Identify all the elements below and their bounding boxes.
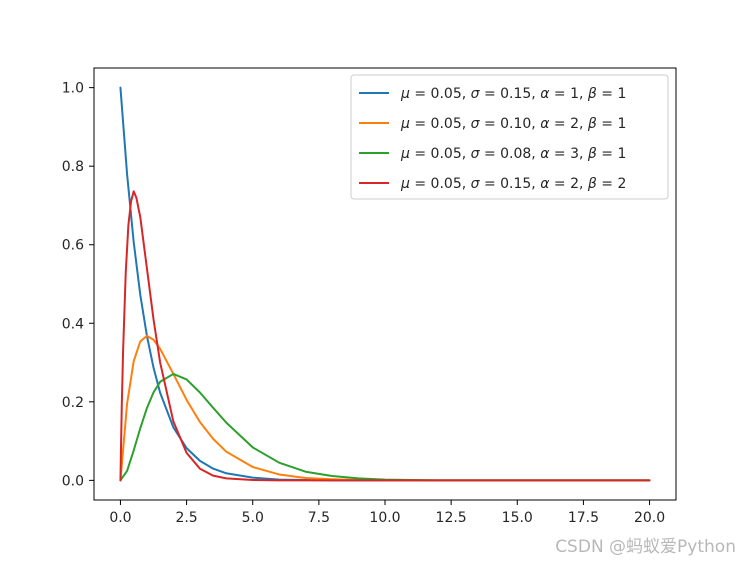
- x-axis: 0.0 2.5 5.0 7.5 10.0 12.5 15.0 17.5 20.0: [109, 500, 665, 526]
- y-tick-label: 0.4: [62, 316, 84, 332]
- x-tick-label: 20.0: [634, 510, 665, 526]
- series-line-4: [119, 190, 651, 482]
- y-tick-label: 0.6: [62, 238, 84, 254]
- y-tick-label: 0.8: [62, 159, 84, 175]
- legend: μ = 0.05, σ = 0.15, α = 1, β = 1 μ = 0.05…: [350, 74, 669, 200]
- x-tick-label: 0.0: [109, 510, 131, 526]
- plot-lines: [119, 86, 651, 482]
- y-axis: 0.0 0.2 0.4 0.6 0.8 1.0: [62, 81, 94, 489]
- x-tick-label: 12.5: [436, 510, 467, 526]
- x-tick-label: 10.0: [369, 510, 400, 526]
- legend-label-3: μ = 0.05, σ = 0.08, α = 3, β = 1: [400, 146, 626, 162]
- y-tick-label: 1.0: [62, 81, 84, 97]
- x-tick-label: 2.5: [175, 510, 197, 526]
- y-tick-label: 0.2: [62, 395, 84, 411]
- x-tick-label: 15.0: [502, 510, 533, 526]
- x-tick-label: 5.0: [242, 510, 264, 526]
- watermark: CSDN @蚂蚁爱Python: [555, 537, 736, 557]
- series-line-3: [119, 372, 651, 482]
- legend-label-4: μ = 0.05, σ = 0.15, α = 2, β = 2: [400, 176, 626, 192]
- x-tick-label: 17.5: [568, 510, 599, 526]
- y-tick-label: 0.0: [62, 473, 84, 489]
- legend-label-1: μ = 0.05, σ = 0.15, α = 1, β = 1: [400, 86, 626, 102]
- legend-box: [350, 74, 669, 200]
- x-tick-label: 7.5: [308, 510, 330, 526]
- legend-label-2: μ = 0.05, σ = 0.10, α = 2, β = 1: [400, 116, 626, 132]
